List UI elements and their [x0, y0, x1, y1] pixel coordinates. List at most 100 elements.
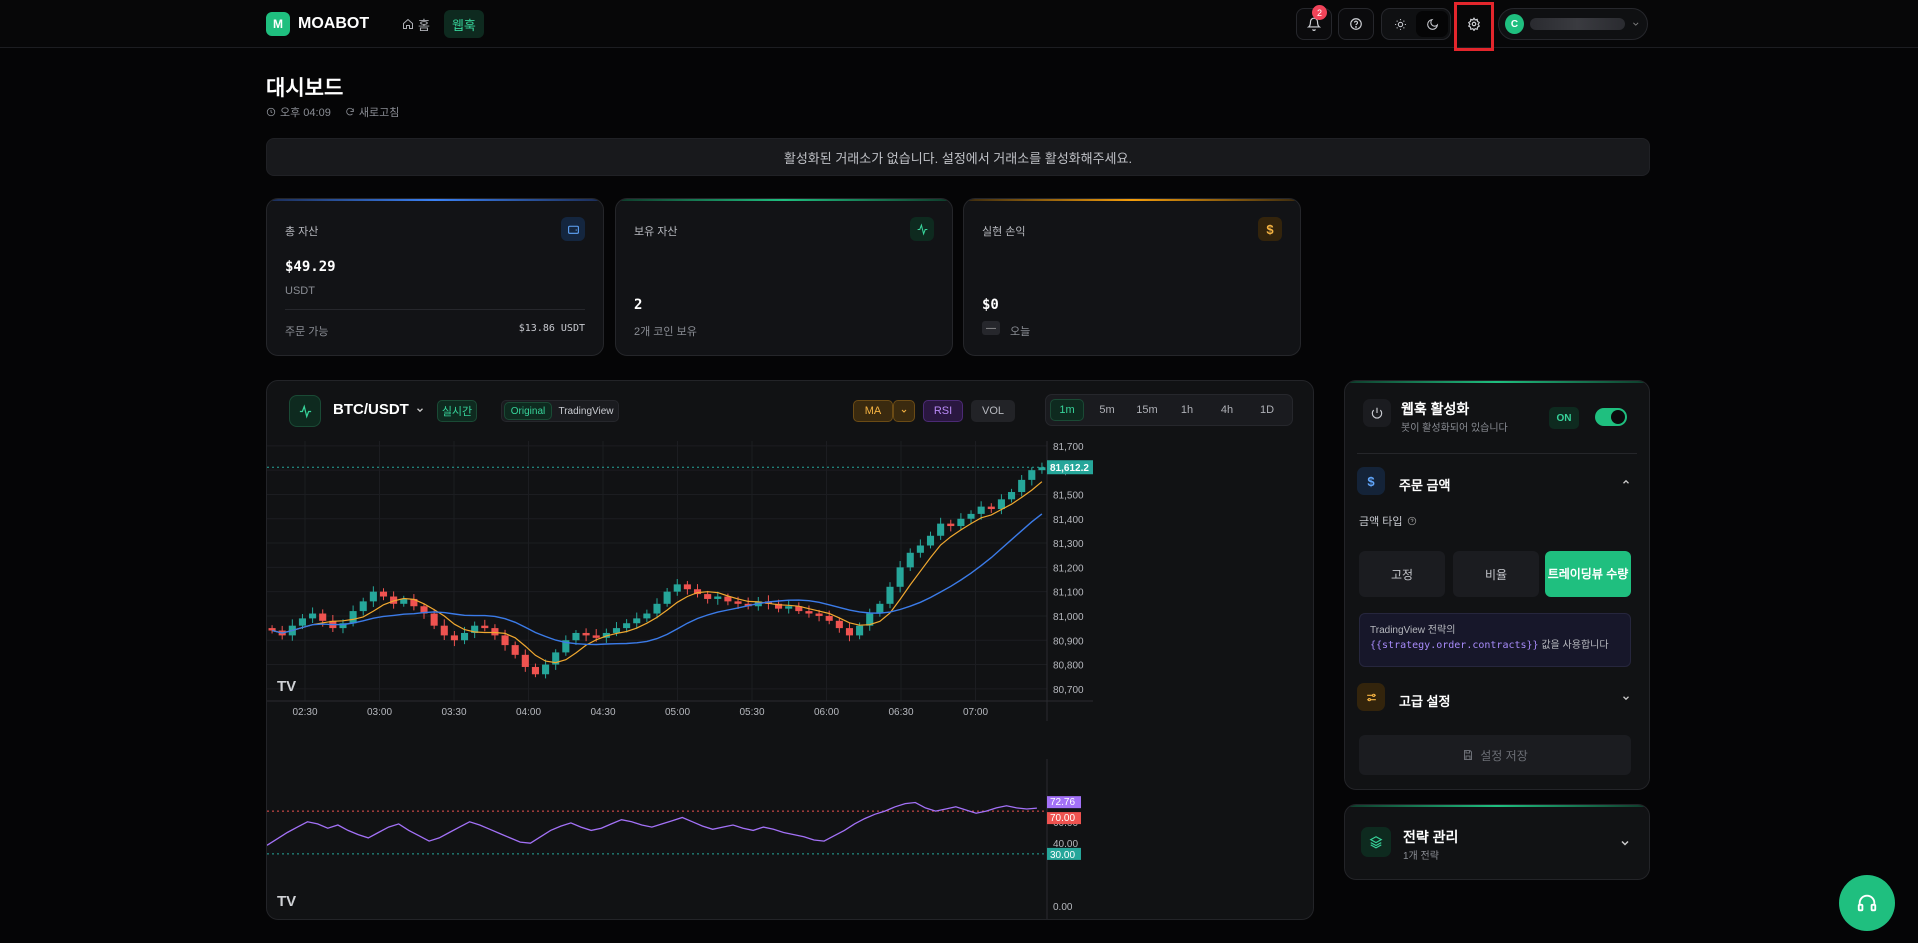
amount-type-text: 금액 타입 [1359, 516, 1403, 528]
nav-webhook[interactable]: 웹훅 [443, 10, 484, 38]
ma-slow-line [271, 513, 1043, 646]
chart-activity-icon [289, 395, 321, 427]
refresh-button[interactable]: 새로고침 [345, 104, 399, 120]
chevron-down-icon [1623, 696, 1629, 701]
candle-body [916, 545, 924, 553]
candle-body [663, 591, 671, 604]
ma-options-button[interactable] [893, 400, 915, 422]
candle-body [542, 664, 550, 675]
help-button[interactable] [1338, 8, 1374, 40]
tf-15m[interactable]: 15m [1136, 404, 1158, 416]
candle-body [309, 613, 317, 619]
user-name-redacted [1530, 18, 1626, 30]
card-accent [616, 199, 952, 201]
candle-body [845, 628, 854, 636]
symbol-selector[interactable]: BTC/USDT [333, 401, 425, 418]
settings-button[interactable] [1456, 8, 1492, 40]
candle-body [268, 628, 276, 631]
tf-1h[interactable]: 1h [1180, 404, 1194, 416]
candle-body [562, 640, 570, 653]
candle-body [785, 606, 793, 609]
x-tick-label: 04:00 [516, 707, 541, 718]
help-icon[interactable] [1407, 516, 1417, 526]
info-code: {{strategy.order.contracts}} [1370, 640, 1539, 651]
candle-body [359, 601, 367, 612]
dark-mode-button[interactable] [1416, 11, 1448, 37]
candle-body [724, 596, 732, 602]
candle-body [369, 591, 377, 602]
candle-body [298, 618, 306, 626]
view-original-tab[interactable]: Original [504, 402, 552, 420]
view-tradingview-tab[interactable]: TradingView [558, 405, 614, 417]
candle-body [957, 518, 965, 527]
advanced-title: 고급 설정 [1399, 694, 1451, 709]
refresh-icon [346, 107, 354, 116]
candle-body [906, 552, 914, 568]
candle-body [937, 523, 945, 536]
candle-body [582, 632, 590, 636]
tradingview-logo: TV [277, 893, 296, 910]
order-amount-header[interactable]: $ 주문 금액 [1345, 463, 1649, 499]
y-tick-label: 81,500 [1053, 490, 1084, 501]
sun-icon [1394, 18, 1406, 30]
amount-type-ratio[interactable]: 비율 [1453, 551, 1539, 597]
candle-body [460, 632, 469, 641]
candle-body [815, 613, 823, 616]
headset-icon [1857, 894, 1877, 912]
x-tick-label: 05:30 [739, 707, 764, 718]
last-price-box [1047, 460, 1093, 475]
holding-sub: 2개 코인 보유 [634, 326, 697, 338]
total-assets-card: 총 자산 $49.29 USDT 주문 가능 $13.86 USDT [266, 198, 604, 356]
tf-4h[interactable]: 4h [1220, 404, 1234, 416]
support-chat-button[interactable] [1839, 875, 1895, 931]
save-settings-button[interactable]: 설정 저장 [1359, 735, 1631, 775]
light-mode-button[interactable] [1384, 11, 1416, 37]
moon-icon [1426, 18, 1438, 30]
card-accent [964, 199, 1300, 201]
card-accent [267, 199, 603, 201]
nav-home-label: 홈 [418, 17, 430, 33]
holding-assets-card: 보유 자산 2 2개 코인 보유 [615, 198, 953, 356]
home-icon [403, 18, 413, 29]
chevron-down-icon [1621, 840, 1629, 846]
logo[interactable]: M MOABOT [266, 12, 369, 36]
candle-body [1018, 479, 1026, 493]
card-label: 보유 자산 [634, 226, 678, 238]
amount-type-tradingview[interactable]: 트레이딩뷰 수량 [1545, 551, 1631, 597]
pnl-sub: 오늘 [1010, 326, 1031, 338]
clock-icon [266, 107, 276, 117]
candle-body [704, 594, 712, 599]
rsi-last-box [1047, 796, 1081, 809]
candle-body [673, 584, 681, 592]
rsi-lower-box [1047, 847, 1081, 860]
candle-body [876, 603, 884, 614]
y-tick-label: 81,000 [1053, 612, 1084, 623]
candle-body [653, 603, 661, 614]
x-tick-label: 07:00 [963, 707, 988, 718]
tf-5m[interactable]: 5m [1099, 404, 1115, 416]
rsi-toggle[interactable]: RSI [923, 400, 963, 422]
panel-accent [1345, 805, 1649, 807]
notifications-button[interactable]: 2 [1296, 5, 1332, 40]
candle-body [572, 632, 580, 641]
wallet-icon [561, 217, 585, 241]
holding-value: 2 [634, 297, 643, 313]
user-menu[interactable]: C [1498, 8, 1648, 40]
tf-1m[interactable]: 1m [1050, 399, 1084, 421]
candle-body [947, 523, 955, 527]
candle-body [410, 598, 418, 607]
price-chart[interactable]: 81,70081,60081,50081,40081,30081,20081,1… [267, 441, 1313, 919]
webhook-toggle[interactable] [1595, 408, 1627, 426]
advanced-settings-header[interactable]: 고급 설정 [1345, 677, 1649, 717]
candle-body [521, 654, 529, 667]
rsi-tick-label: 40.00 [1053, 839, 1078, 850]
vol-toggle[interactable]: VOL [971, 400, 1015, 422]
chevron-down-icon [1633, 22, 1639, 26]
symbol-label: BTC/USDT [333, 401, 409, 418]
strategy-panel[interactable]: 전략 관리 1개 전략 [1344, 804, 1650, 880]
rsi-tick-label: 0.00 [1053, 902, 1073, 913]
nav-home[interactable]: 홈 [394, 10, 438, 38]
tf-1d[interactable]: 1D [1259, 404, 1275, 416]
ma-toggle[interactable]: MA [853, 400, 893, 422]
amount-type-fixed[interactable]: 고정 [1359, 551, 1445, 597]
